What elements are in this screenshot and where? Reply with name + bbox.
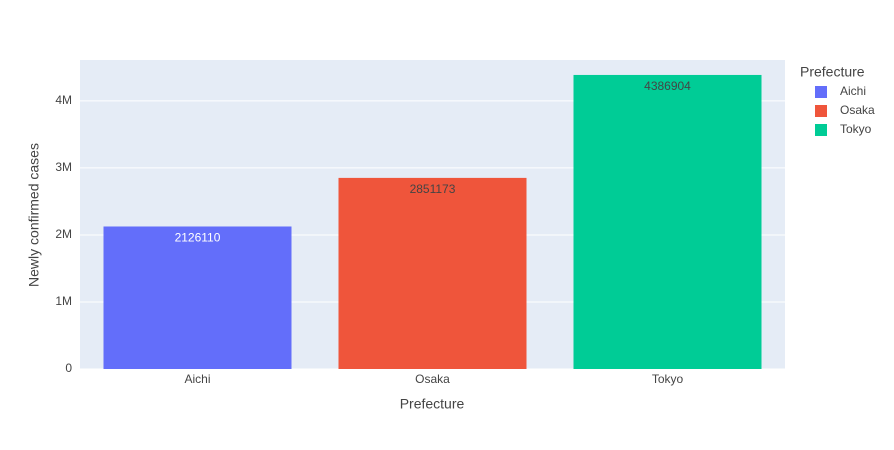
legend-label: Osaka — [840, 103, 875, 117]
data-label: 2851173 — [410, 182, 456, 196]
x-tick-label: Osaka — [415, 372, 450, 386]
data-label: 4386904 — [644, 79, 691, 93]
legend-item[interactable]: Aichi — [815, 84, 866, 98]
legend-swatch — [815, 105, 827, 117]
y-tick-label: 2M — [55, 227, 72, 241]
x-tick-label: Tokyo — [652, 372, 684, 386]
legend-item[interactable]: Osaka — [815, 103, 875, 117]
y-tick-label: 3M — [55, 160, 72, 174]
bar — [103, 226, 292, 369]
bar — [573, 74, 762, 369]
legend-label: Tokyo — [840, 122, 872, 136]
y-axis-title: Newly confirmed cases — [26, 143, 42, 287]
y-tick-label: 1M — [55, 294, 72, 308]
legend-swatch — [815, 86, 827, 98]
x-tick-label: Aichi — [184, 372, 210, 386]
bar — [338, 177, 527, 369]
x-axis-title: Prefecture — [400, 396, 465, 412]
data-label: 2126110 — [175, 231, 221, 245]
legend-title: Prefecture — [800, 64, 865, 80]
legend-item[interactable]: Tokyo — [815, 122, 872, 136]
legend-swatch — [815, 124, 827, 136]
legend-label: Aichi — [840, 84, 866, 98]
y-tick-label: 4M — [55, 93, 72, 107]
y-tick-label: 0 — [65, 361, 72, 375]
